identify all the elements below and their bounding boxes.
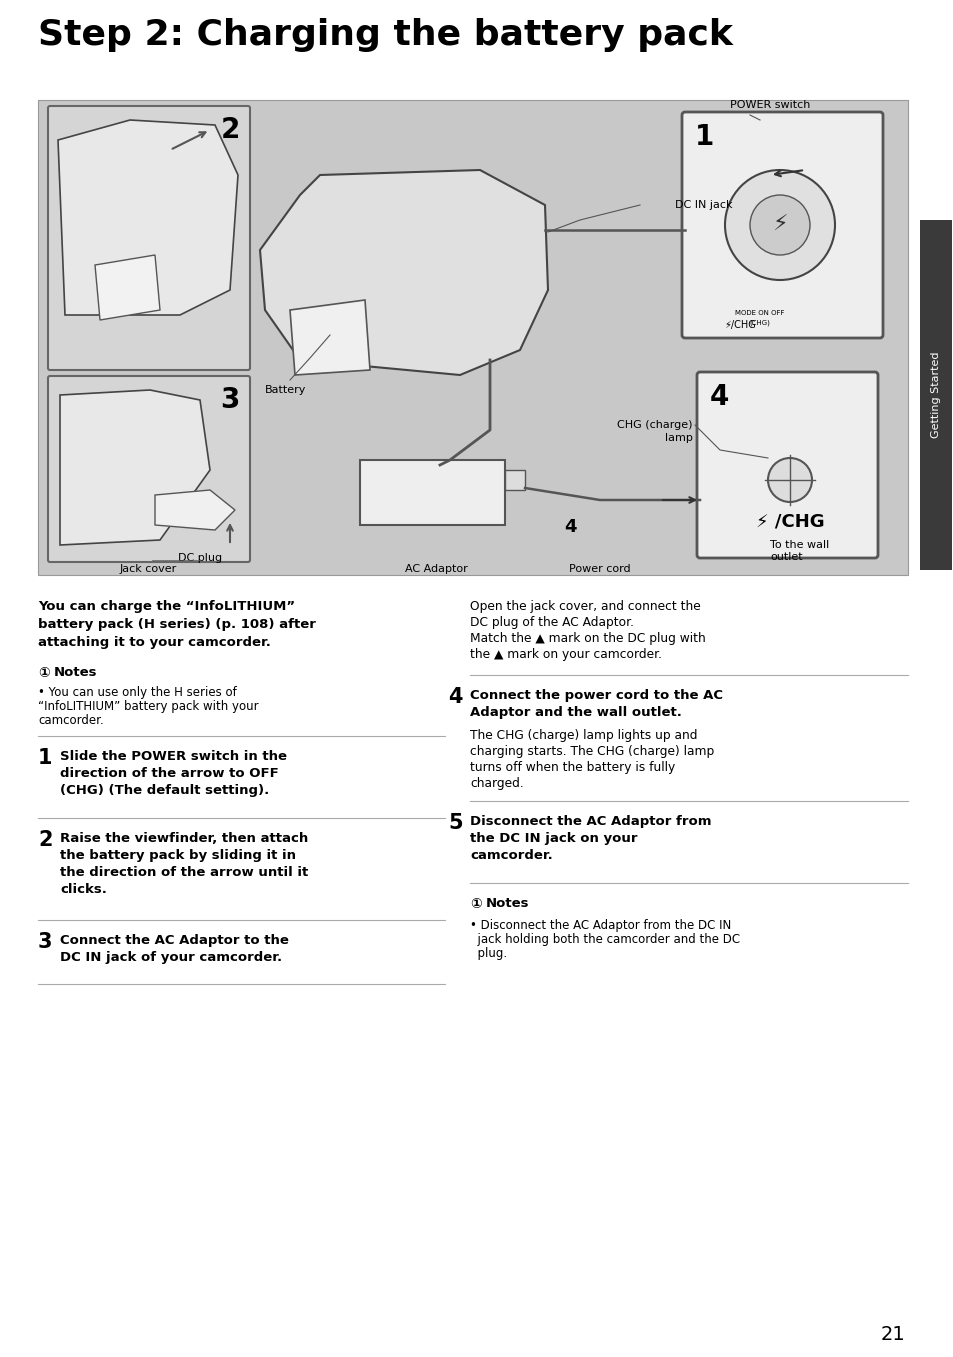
Text: Getting Started: Getting Started xyxy=(930,351,940,438)
Text: (CHG): (CHG) xyxy=(749,320,770,327)
Circle shape xyxy=(749,195,809,255)
Text: clicks.: clicks. xyxy=(60,883,107,896)
Text: turns off when the battery is fully: turns off when the battery is fully xyxy=(470,761,675,773)
Text: 4: 4 xyxy=(448,687,462,707)
Text: charged.: charged. xyxy=(470,778,523,790)
FancyBboxPatch shape xyxy=(48,376,250,562)
Circle shape xyxy=(724,170,834,280)
FancyBboxPatch shape xyxy=(697,372,877,558)
Text: POWER switch: POWER switch xyxy=(729,100,809,110)
Text: camcorder.: camcorder. xyxy=(38,714,104,727)
Text: DC IN jack of your camcorder.: DC IN jack of your camcorder. xyxy=(60,951,282,963)
Text: camcorder.: camcorder. xyxy=(470,849,552,862)
Text: ⚡/CHG: ⚡/CHG xyxy=(723,320,755,330)
Bar xyxy=(38,100,907,575)
Text: CHG (charge): CHG (charge) xyxy=(617,421,692,430)
Text: the ▲ mark on your camcorder.: the ▲ mark on your camcorder. xyxy=(470,649,661,661)
Text: the battery pack by sliding it in: the battery pack by sliding it in xyxy=(60,849,295,862)
Polygon shape xyxy=(58,119,237,315)
Text: Power cord: Power cord xyxy=(569,565,630,574)
FancyBboxPatch shape xyxy=(48,106,250,370)
Text: • Disconnect the AC Adaptor from the DC IN: • Disconnect the AC Adaptor from the DC … xyxy=(470,919,731,932)
Text: ①: ① xyxy=(470,897,481,911)
Text: ①: ① xyxy=(38,666,50,680)
Text: direction of the arrow to OFF: direction of the arrow to OFF xyxy=(60,767,278,780)
Text: You can charge the “InfoLITHIUM”: You can charge the “InfoLITHIUM” xyxy=(38,600,294,613)
Text: To the wall: To the wall xyxy=(769,540,828,550)
Text: (CHG) (The default setting).: (CHG) (The default setting). xyxy=(60,784,269,797)
Text: Battery: Battery xyxy=(265,385,306,395)
Polygon shape xyxy=(60,389,210,546)
Text: the direction of the arrow until it: the direction of the arrow until it xyxy=(60,866,308,879)
Text: ⚡ /CHG: ⚡ /CHG xyxy=(755,512,823,531)
Text: Adaptor and the wall outlet.: Adaptor and the wall outlet. xyxy=(470,706,681,719)
Text: DC IN jack: DC IN jack xyxy=(675,199,732,210)
Polygon shape xyxy=(260,170,547,375)
Text: battery pack (H series) (p. 108) after: battery pack (H series) (p. 108) after xyxy=(38,617,315,631)
Text: “InfoLITHIUM” battery pack with your: “InfoLITHIUM” battery pack with your xyxy=(38,700,258,712)
Text: Notes: Notes xyxy=(54,666,97,678)
Text: Disconnect the AC Adaptor from: Disconnect the AC Adaptor from xyxy=(470,816,711,828)
Bar xyxy=(504,470,524,490)
Text: 4: 4 xyxy=(563,518,576,536)
Text: ⚡: ⚡ xyxy=(771,214,787,235)
Text: 1: 1 xyxy=(695,123,714,151)
Text: 3: 3 xyxy=(220,385,240,414)
Text: Raise the viewfinder, then attach: Raise the viewfinder, then attach xyxy=(60,832,308,845)
Text: Match the ▲ mark on the DC plug with: Match the ▲ mark on the DC plug with xyxy=(470,632,705,645)
Polygon shape xyxy=(95,255,160,320)
Text: attaching it to your camcorder.: attaching it to your camcorder. xyxy=(38,636,271,649)
Text: the DC IN jack on your: the DC IN jack on your xyxy=(470,832,637,845)
Text: AC Adaptor: AC Adaptor xyxy=(404,565,467,574)
Text: charging starts. The CHG (charge) lamp: charging starts. The CHG (charge) lamp xyxy=(470,745,714,759)
Text: Connect the power cord to the AC: Connect the power cord to the AC xyxy=(470,689,722,702)
Text: plug.: plug. xyxy=(470,947,507,959)
Text: 2: 2 xyxy=(220,115,240,144)
Text: Slide the POWER switch in the: Slide the POWER switch in the xyxy=(60,750,287,763)
Text: Jack cover: Jack cover xyxy=(119,565,176,574)
Text: jack holding both the camcorder and the DC: jack holding both the camcorder and the … xyxy=(470,934,740,946)
Text: DC plug of the AC Adaptor.: DC plug of the AC Adaptor. xyxy=(470,616,634,630)
Polygon shape xyxy=(290,300,370,375)
Polygon shape xyxy=(154,490,234,531)
Text: Step 2: Charging the battery pack: Step 2: Charging the battery pack xyxy=(38,18,732,52)
Text: The CHG (charge) lamp lights up and: The CHG (charge) lamp lights up and xyxy=(470,729,697,742)
Text: Connect the AC Adaptor to the: Connect the AC Adaptor to the xyxy=(60,934,289,947)
Bar xyxy=(359,460,504,525)
Text: lamp: lamp xyxy=(664,433,692,442)
Text: Notes: Notes xyxy=(485,897,529,911)
Text: DC plug: DC plug xyxy=(178,554,222,563)
Text: Open the jack cover, and connect the: Open the jack cover, and connect the xyxy=(470,600,700,613)
Text: • You can use only the H series of: • You can use only the H series of xyxy=(38,687,236,699)
Text: 2: 2 xyxy=(38,830,52,849)
Text: 4: 4 xyxy=(709,383,729,411)
FancyBboxPatch shape xyxy=(681,113,882,338)
Text: 5: 5 xyxy=(448,813,462,833)
Bar xyxy=(919,220,951,570)
Circle shape xyxy=(767,459,811,502)
Text: MODE ON OFF: MODE ON OFF xyxy=(735,309,784,316)
Text: outlet: outlet xyxy=(769,552,801,562)
Text: 21: 21 xyxy=(880,1324,904,1343)
Text: 3: 3 xyxy=(38,932,52,953)
Text: 1: 1 xyxy=(38,748,52,768)
